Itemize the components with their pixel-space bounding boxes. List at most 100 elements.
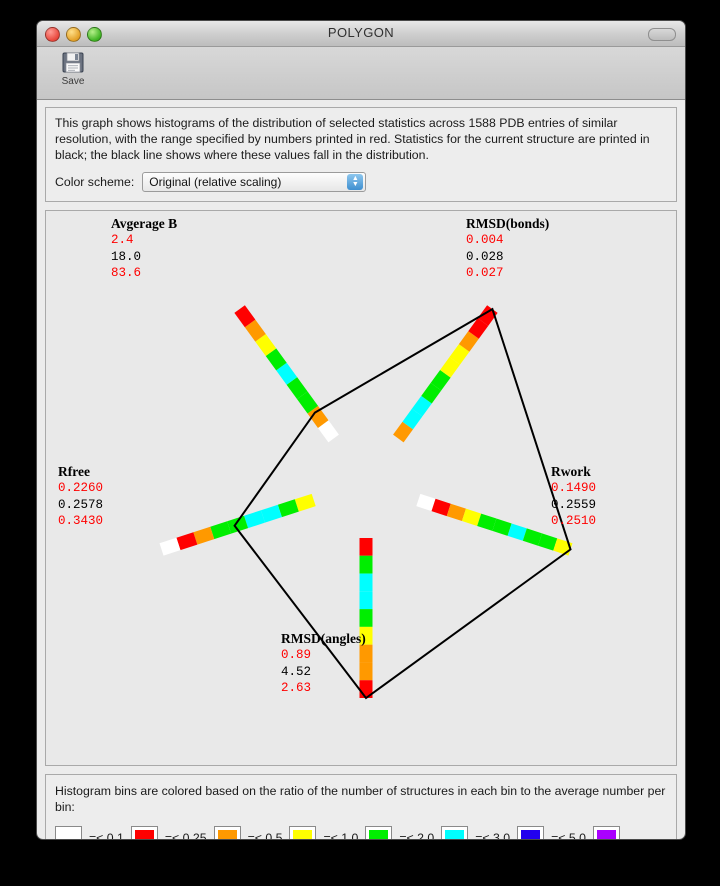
histogram-bin bbox=[421, 382, 442, 404]
legend-swatch-label: =< 0.1 bbox=[89, 831, 124, 840]
legend-swatch bbox=[441, 826, 469, 839]
stat-value-current: 18.0 bbox=[111, 249, 142, 264]
legend-swatch bbox=[213, 826, 241, 839]
stat-name: Avgerage B bbox=[111, 216, 178, 231]
histogram-bin bbox=[477, 513, 497, 531]
histogram-bin bbox=[307, 405, 329, 428]
color-scheme-select[interactable]: Original (relative scaling) ▲ ▼ bbox=[142, 172, 367, 192]
window-title: POLYGON bbox=[327, 25, 395, 40]
color-scheme-row: Color scheme: Original (relative scaling… bbox=[55, 172, 667, 192]
floppy-disk-icon bbox=[62, 52, 84, 73]
histogram-bin bbox=[458, 331, 479, 352]
toolbar-toggle-button[interactable] bbox=[648, 28, 676, 41]
color-scheme-value: Original (relative scaling) bbox=[149, 175, 282, 189]
stat-value-min: 0.2260 bbox=[58, 481, 104, 495]
stat-block: Rwork 0.1490 0.2559 0.2510 bbox=[551, 464, 596, 530]
stat-name: Rwork bbox=[551, 464, 591, 479]
histogram-bin bbox=[449, 344, 470, 365]
histogram-bin bbox=[244, 510, 265, 529]
legend-swatch-label: =< 1.0 bbox=[323, 831, 359, 840]
legend-swatch bbox=[289, 826, 317, 839]
histogram-bin bbox=[277, 499, 299, 518]
polygon-window: POLYGON Save This graph shows histograms… bbox=[36, 20, 686, 840]
save-button[interactable]: Save bbox=[47, 49, 99, 87]
zoom-button[interactable] bbox=[87, 27, 102, 42]
stat-value-current: 0.028 bbox=[466, 249, 504, 264]
legend-swatch bbox=[130, 826, 158, 839]
legend-swatch-color bbox=[445, 829, 465, 839]
histogram-bin bbox=[317, 420, 339, 443]
histogram-bin bbox=[265, 348, 287, 371]
stat-block: Rfree 0.2260 0.2578 0.3430 bbox=[58, 464, 103, 530]
legend-description: Histogram bins are colored based on the … bbox=[55, 784, 666, 814]
stat-value-current: 0.2559 bbox=[551, 497, 597, 512]
close-button[interactable] bbox=[45, 27, 60, 42]
legend-swatch-color bbox=[293, 829, 313, 839]
legend-swatch-label: =< 2.0 bbox=[399, 831, 435, 840]
histogram-bin bbox=[411, 395, 432, 417]
histogram-bin bbox=[402, 408, 423, 430]
stat-value-min: 0.1490 bbox=[551, 481, 597, 495]
histogram-bars bbox=[159, 305, 573, 698]
histogram-bin bbox=[294, 493, 316, 512]
histogram-bin bbox=[440, 357, 461, 378]
stat-value-current: 4.52 bbox=[281, 664, 312, 679]
histogram-bin bbox=[297, 391, 319, 414]
histogram-bin bbox=[359, 662, 373, 681]
legend-swatch-color bbox=[596, 829, 616, 839]
legend-swatch-label: =< 0.5 bbox=[247, 831, 283, 840]
histogram-bin bbox=[260, 504, 282, 523]
stat-name: RMSD(bonds) bbox=[466, 216, 550, 231]
legend-swatch-label: =< 5.0 bbox=[551, 831, 586, 840]
structure-polygon-line bbox=[233, 307, 572, 700]
histogram-bin bbox=[359, 609, 373, 627]
histogram-bin bbox=[276, 362, 298, 385]
stat-name: Rfree bbox=[58, 464, 90, 479]
histogram-bin bbox=[193, 526, 215, 545]
stat-value-max: 83.6 bbox=[111, 266, 142, 280]
stat-value-max: 0.027 bbox=[466, 266, 504, 280]
chevron-updown-icon: ▲ ▼ bbox=[347, 174, 364, 190]
stat-value-max: 2.63 bbox=[281, 681, 312, 695]
legend-swatch bbox=[517, 826, 545, 839]
color-scheme-label: Color scheme: bbox=[55, 175, 135, 189]
save-button-label: Save bbox=[61, 76, 85, 87]
legend-swatch-color bbox=[521, 829, 541, 839]
legend-swatch-color bbox=[59, 829, 78, 839]
description-text: This graph shows histograms of the distr… bbox=[55, 116, 650, 162]
histogram-bin bbox=[176, 532, 198, 551]
histogram-bin bbox=[416, 493, 436, 512]
stat-value-min: 0.89 bbox=[281, 648, 312, 662]
stat-name: RMSD(angles) bbox=[281, 631, 366, 646]
histogram-bin bbox=[359, 626, 373, 645]
polygon-plot: Avgerage B 2.4 18.0 83.6 RMSD(bonds) 0.004 0.0… bbox=[45, 210, 677, 766]
legend-swatch-color bbox=[217, 829, 237, 839]
stat-value-max: 0.2510 bbox=[551, 514, 597, 528]
legend-swatches: =< 0.1 =< 0.25 =< 0.5 =< 1.0 =< 2.0 =< 3.0 =< … bbox=[55, 826, 667, 840]
histogram-bin bbox=[210, 521, 232, 540]
legend-panel: Histogram bins are colored based on the … bbox=[45, 774, 677, 840]
histogram-bin bbox=[359, 555, 373, 574]
histogram-bin bbox=[227, 515, 249, 534]
histogram-bin bbox=[359, 573, 373, 592]
stat-block: RMSD(bonds) 0.004 0.028 0.027 bbox=[466, 216, 549, 282]
histogram-bin bbox=[359, 538, 373, 556]
stat-block: RMSD(angles) 0.89 4.52 2.63 bbox=[281, 631, 366, 697]
radar-chart-svg bbox=[159, 305, 573, 700]
histogram-bin bbox=[393, 421, 413, 443]
histogram-bin bbox=[359, 644, 373, 663]
minimize-button[interactable] bbox=[66, 27, 81, 42]
stat-value-min: 2.4 bbox=[111, 233, 134, 247]
histogram-bin bbox=[430, 369, 451, 391]
histogram-bin bbox=[244, 319, 266, 342]
histogram-bin bbox=[255, 334, 277, 357]
histogram-bin bbox=[431, 498, 451, 517]
legend-swatch bbox=[592, 826, 620, 839]
histogram-bin bbox=[492, 518, 512, 536]
histogram-bin bbox=[446, 503, 466, 522]
legend-swatch-label: =< 0.25 bbox=[164, 831, 207, 840]
window-controls bbox=[45, 27, 102, 42]
histogram-bin bbox=[507, 523, 527, 541]
histogram-bin bbox=[461, 508, 482, 526]
histogram-bin bbox=[286, 377, 308, 400]
